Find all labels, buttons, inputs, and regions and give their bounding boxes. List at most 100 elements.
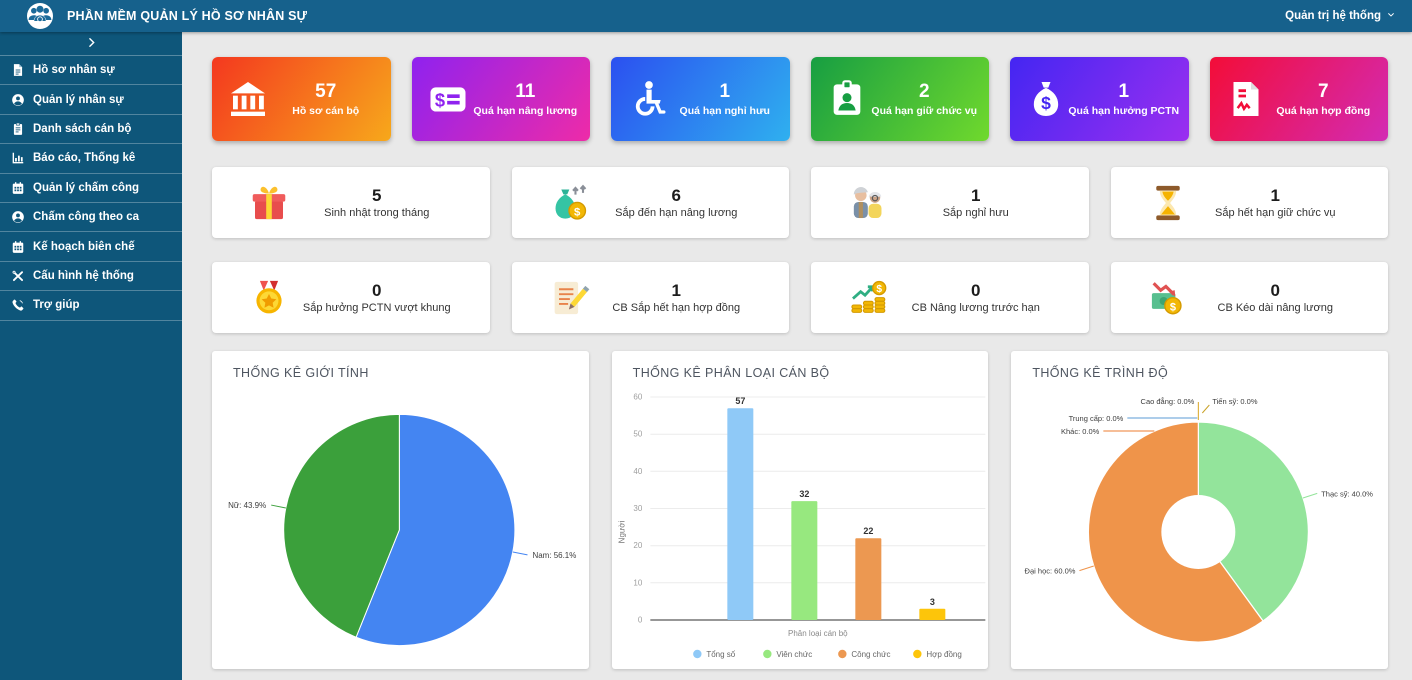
info-card-label: CB Nâng lương trước hạn — [911, 302, 1040, 314]
user-icon — [11, 93, 25, 107]
stat-card-label: Quá hạn nâng lương — [473, 105, 578, 117]
svg-text:$: $ — [1041, 93, 1051, 113]
svg-text:$: $ — [876, 283, 882, 294]
info-card-7[interactable]: $ 0 CB Nâng lương trước hạn — [811, 262, 1089, 333]
sidebar-item-4[interactable]: Báo cáo, Thống kê — [0, 144, 182, 174]
stat-card-4[interactable]: 2 Quá hạn giữ chức vụ — [810, 57, 989, 141]
sidebar-collapse-button[interactable] — [0, 32, 182, 56]
sidebar-item-6[interactable]: Chấm công theo ca — [0, 203, 182, 233]
info-card-5[interactable]: 0 Sắp hưởng PCTN vượt khung — [212, 262, 490, 333]
tools-icon — [11, 269, 25, 283]
sidebar-item-3[interactable]: Danh sách cán bộ — [0, 115, 182, 145]
info-card-body: 0 Sắp hưởng PCTN vượt khung — [290, 281, 490, 314]
elderly-couple-icon — [847, 182, 889, 224]
stat-card-body: 57 Hồ sơ cán bộ — [269, 81, 383, 117]
svg-text:30: 30 — [633, 504, 642, 513]
info-card-value: 0 — [1270, 281, 1280, 300]
stat-card-value: 11 — [515, 81, 536, 102]
svg-text:$: $ — [1169, 301, 1175, 313]
education-donut-chart[interactable]: Thạc sỹ: 40.0% Đại học: 60.0% Cao đẳng: 0.… — [1011, 382, 1388, 668]
user-menu-button[interactable]: Quản trị hệ thống — [1285, 10, 1396, 22]
sidebar-item-2[interactable]: Quản lý nhân sự — [0, 85, 182, 115]
svg-text:40: 40 — [633, 467, 642, 476]
info-card-value: 6 — [671, 186, 681, 205]
info-card-body: 6 Sắp đến hạn nâng lương — [590, 186, 790, 219]
info-card-2[interactable]: $ 6 Sắp đến hạn nâng lương — [511, 167, 790, 238]
info-card-3[interactable]: 1 Sắp nghỉ hưu — [811, 167, 1089, 238]
stat-card-label: Quá hạn giữ chức vụ — [871, 105, 978, 117]
info-card-4[interactable]: 1 Sắp hết hạn giữ chức vụ — [1110, 167, 1388, 238]
main-content: 57 Hồ sơ cán bộ $ 11 Quá hạn nâng lương … — [182, 32, 1412, 680]
svg-text:Khác: 0.0%: Khác: 0.0% — [1061, 427, 1100, 436]
hourglass-icon — [1147, 182, 1189, 224]
info-card-1[interactable]: 5 Sinh nhật trong tháng — [212, 167, 490, 238]
stat-card-body: 1 Quá hạn hưởng PCTN — [1067, 81, 1181, 117]
info-card-label: Sắp hết hạn giữ chức vụ — [1214, 207, 1336, 219]
phone-icon — [11, 298, 25, 312]
sidebar-item-label: Quản lý chấm công — [33, 181, 140, 194]
svg-text:32: 32 — [799, 489, 809, 499]
svg-text:22: 22 — [863, 526, 873, 536]
id-badge-icon — [826, 79, 868, 119]
stat-card-2[interactable]: $ 11 Quá hạn nâng lương — [411, 57, 590, 141]
info-card-value: 0 — [971, 281, 981, 300]
svg-text:Thạc sỹ: 40.0%: Thạc sỹ: 40.0% — [1322, 489, 1374, 498]
svg-text:Đại học: 60.0%: Đại học: 60.0% — [1025, 567, 1076, 576]
sidebar-item-1[interactable]: Hồ sơ nhân sự — [0, 56, 182, 86]
sidebar-item-label: Danh sách cán bộ — [33, 122, 132, 135]
gift-icon — [248, 182, 290, 224]
sidebar-item-label: Hồ sơ nhân sự — [33, 64, 115, 77]
app-logo — [27, 3, 53, 29]
sidebar-item-7[interactable]: Kế hoạch biên chế — [0, 232, 182, 262]
gender-pie-chart[interactable]: Nam: 56.1% Nữ: 43.9% — [212, 382, 589, 668]
classification-chart-title: THỐNG KÊ PHÂN LOẠI CÁN BỘ — [632, 366, 830, 380]
stat-card-value: 2 — [918, 81, 930, 102]
info-card-value: 1 — [671, 281, 681, 300]
svg-text:Nam: 56.1%: Nam: 56.1% — [532, 551, 576, 560]
sidebar-item-label: Báo cáo, Thống kê — [33, 152, 136, 165]
chevron-right-icon — [85, 36, 98, 54]
file-icon — [11, 63, 25, 77]
user-icon — [11, 210, 25, 224]
chart-panel-education: THỐNG KÊ TRÌNH ĐỘ Thạc sỹ: 40.0% Đại học:… — [1011, 351, 1389, 669]
stat-card-3[interactable]: 1 Quá hạn nghỉ hưu — [611, 57, 790, 141]
info-card-label: CB Sắp hết hạn hợp đồng — [612, 302, 741, 314]
info-card-label: CB Kéo dài nâng lương — [1217, 302, 1333, 314]
sidebar-item-8[interactable]: Cấu hình hệ thống — [0, 262, 182, 292]
svg-text:3: 3 — [930, 597, 935, 607]
info-card-8[interactable]: $ 0 CB Kéo dài nâng lương — [1110, 262, 1388, 333]
svg-text:Cao đẳng: 0.0%: Cao đẳng: 0.0% — [1141, 397, 1195, 406]
sidebar-item-9[interactable]: Trợ giúp — [0, 291, 182, 321]
info-card-label: Sắp nghỉ hưu — [942, 207, 1009, 219]
svg-text:0: 0 — [638, 616, 643, 625]
svg-text:10: 10 — [633, 578, 642, 587]
info-card-6[interactable]: 1 CB Sắp hết hạn hợp đồng — [511, 262, 789, 333]
charts-row: THỐNG KÊ GIỚI TÍNH Nam: 56.1% Nữ: 43.9% T… — [212, 351, 1389, 669]
money-bag-icon: $ — [1025, 79, 1067, 119]
info-card-value: 1 — [971, 186, 981, 205]
stat-card-5[interactable]: $ 1 Quá hạn hưởng PCTN — [1010, 57, 1189, 141]
chevron-down-icon — [1386, 10, 1396, 22]
stat-card-value: 1 — [719, 81, 731, 102]
info-card-body: 1 Sắp nghỉ hưu — [889, 186, 1089, 219]
sidebar-item-label: Cấu hình hệ thống — [33, 269, 134, 282]
info-card-label: Sinh nhật trong tháng — [324, 207, 430, 219]
user-menu-label: Quản trị hệ thống — [1285, 10, 1381, 22]
stat-card-6[interactable]: 7 Quá hạn hợp đồng — [1209, 57, 1388, 141]
svg-text:Người: Người — [617, 520, 626, 543]
sidebar-item-5[interactable]: Quản lý chấm công — [0, 174, 182, 203]
wheelchair-icon — [626, 79, 668, 119]
education-chart-title: THỐNG KÊ TRÌNH ĐỘ — [1032, 366, 1169, 380]
svg-text:$: $ — [574, 206, 581, 218]
classification-bar-chart[interactable]: 0 10 20 30 40 50 60 57 32 22 3 Người Phân loại cán b… — [612, 382, 989, 668]
svg-text:$: $ — [434, 90, 444, 111]
info-card-value: 5 — [372, 186, 382, 205]
stat-card-value: 7 — [1317, 81, 1329, 102]
stat-card-body: 2 Quá hạn giữ chức vụ — [868, 81, 982, 117]
stat-card-value: 1 — [1118, 81, 1130, 102]
sidebar-item-label: Chấm công theo ca — [33, 211, 140, 224]
top-header: PHẦN MỀM QUẢN LÝ HỒ SƠ NHÂN SỰ Quản trị … — [0, 0, 1412, 32]
stat-card-1[interactable]: 57 Hồ sơ cán bộ — [212, 57, 391, 141]
info-card-value: 0 — [372, 281, 382, 300]
svg-text:Tiến sỹ: 0.0%: Tiến sỹ: 0.0% — [1213, 397, 1258, 406]
